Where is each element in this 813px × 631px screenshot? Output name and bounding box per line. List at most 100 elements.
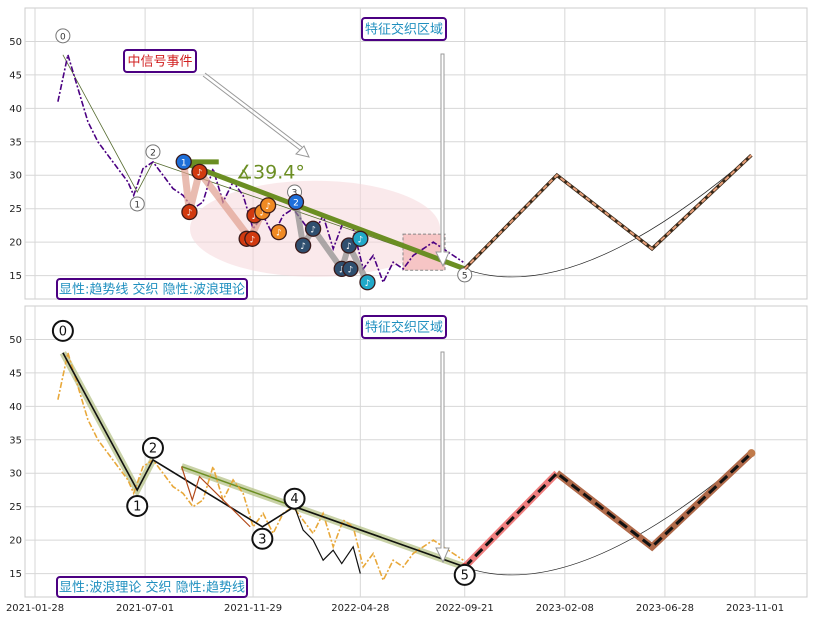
x-tick-label: 2021-01-28 — [6, 603, 64, 614]
signal-marker-label: ♪ — [259, 209, 265, 219]
x-tick-label: 2021-11-29 — [224, 603, 282, 614]
signal-marker-label: ♪ — [346, 242, 352, 252]
signal-marker-label: ♪ — [357, 235, 363, 245]
wave-point — [51, 319, 74, 342]
angle-label: ∡39.4° — [236, 162, 305, 184]
wave-point-label: 0 — [59, 324, 67, 339]
wave-outline — [62, 54, 465, 270]
signal-arrow-shaft — [204, 72, 303, 148]
trend-line — [180, 159, 466, 272]
signal-marker-label: ♪ — [265, 202, 271, 212]
wave-point-label: 5 — [461, 568, 469, 583]
projection-arc — [464, 452, 752, 576]
wave-point-label: 2 — [149, 441, 157, 456]
y-tick-label: 15 — [9, 569, 22, 580]
signal-marker — [181, 203, 198, 221]
wave-point — [141, 436, 164, 459]
projection-end — [747, 449, 756, 458]
x-tick-label: 2022-04-28 — [331, 603, 389, 614]
signal-marker-label: ♪ — [310, 225, 316, 235]
signal-marker — [352, 230, 369, 247]
signal-marker — [244, 230, 261, 247]
wave-point-label: 5 — [462, 271, 468, 281]
wave-point-label: 3 — [258, 532, 266, 547]
y-tick-label: 35 — [9, 137, 22, 148]
feature-zone-label-box — [361, 17, 447, 41]
x-tick-label: 2023-02-08 — [536, 603, 594, 614]
x-tick-label: 2023-11-01 — [726, 603, 784, 614]
feature-zone-label-box — [361, 315, 447, 339]
wave-point-label: 3 — [292, 189, 298, 199]
y-tick-label: 20 — [9, 238, 22, 249]
feature-arrow — [435, 53, 450, 268]
x-tick-label: 2023-06-28 — [636, 603, 694, 614]
wave-point — [129, 196, 145, 212]
wave-point — [126, 494, 149, 517]
feature-arrow — [435, 351, 450, 564]
signal-marker — [294, 237, 312, 254]
y-tick-label: 50 — [9, 37, 22, 48]
signal-marker — [191, 163, 208, 181]
legend-label-box — [56, 576, 248, 598]
x-tick-label: 2022-09-21 — [436, 603, 494, 614]
projection-line — [463, 154, 753, 270]
signal-event-label-box — [123, 49, 197, 73]
y-tick-label: 20 — [9, 536, 22, 547]
y-tick-label: 40 — [9, 402, 22, 413]
y-tick-label: 45 — [9, 368, 22, 379]
x-axis: 2021-01-28 2021-07-01 2021-11-29 2022-04-28… — [6, 603, 784, 614]
y-tick-label: 45 — [9, 70, 22, 81]
wave-point-label: 4 — [290, 492, 298, 507]
wave-point — [283, 487, 306, 510]
y-tick-label: 25 — [9, 204, 22, 215]
signal-marker — [359, 274, 376, 291]
signal-marker-label: ♪ — [276, 229, 282, 239]
signal-marker — [175, 153, 192, 171]
feature-zone-label: 特征交织区域 — [365, 320, 443, 336]
legend-label-box — [56, 278, 248, 300]
legend-label: 显性:波浪理论 交织 隐性:趋势线 — [59, 580, 245, 596]
projection-line — [463, 452, 753, 568]
wave-point — [55, 28, 71, 44]
signal-marker — [342, 260, 359, 278]
signal-marker-label: ♪ — [365, 279, 371, 289]
y-tick-label: 25 — [9, 502, 22, 513]
wave-point-label: 2 — [150, 148, 156, 158]
wave-point-label: 0 — [60, 32, 66, 42]
signal-event-label: 中信号事件 — [127, 55, 192, 70]
price-line — [57, 352, 464, 583]
top-panel: 1520253035404550∡39.4°012351♪♪♪♪♪♪♪♪2♪♪♪… — [9, 7, 808, 300]
feature-zone-label: 特征交织区域 — [365, 22, 443, 38]
zigzag — [181, 466, 251, 528]
signal-arrow — [202, 75, 310, 158]
wave-path — [62, 352, 465, 568]
wave-point-label: 1 — [133, 499, 141, 514]
signal-marker-label: 1 — [181, 158, 187, 168]
signal-marker-label: ♪ — [252, 212, 258, 222]
x-tick-label: 2021-07-01 — [116, 603, 174, 614]
signal-marker-label: ♪ — [347, 265, 353, 275]
zigzag — [293, 506, 361, 574]
projection-arc — [464, 154, 752, 278]
signal-marker — [304, 220, 322, 237]
y-tick-label: 40 — [9, 104, 22, 115]
y-tick-label: 15 — [9, 271, 22, 282]
wave-point — [251, 527, 274, 550]
wave-point — [145, 144, 161, 160]
signal-marker — [259, 197, 277, 214]
y-tick-label: 50 — [9, 335, 22, 346]
signal-marker-label: 2 — [293, 199, 299, 209]
y-tick-label: 35 — [9, 435, 22, 446]
signal-marker-label: ♪ — [187, 209, 193, 219]
signal-marker-label: ♪ — [249, 235, 255, 245]
y-tick-label: 30 — [9, 171, 22, 182]
y-tick-label: 30 — [9, 469, 22, 480]
wave-point — [453, 563, 476, 586]
legend-label: 显性:趋势线 交织 隐性:波浪理论 — [59, 282, 245, 298]
signal-marker-label: ♪ — [300, 242, 306, 252]
signal-marker-label: ♪ — [197, 168, 203, 178]
wave-point-label: 1 — [134, 200, 140, 210]
signal-marker — [270, 223, 287, 241]
